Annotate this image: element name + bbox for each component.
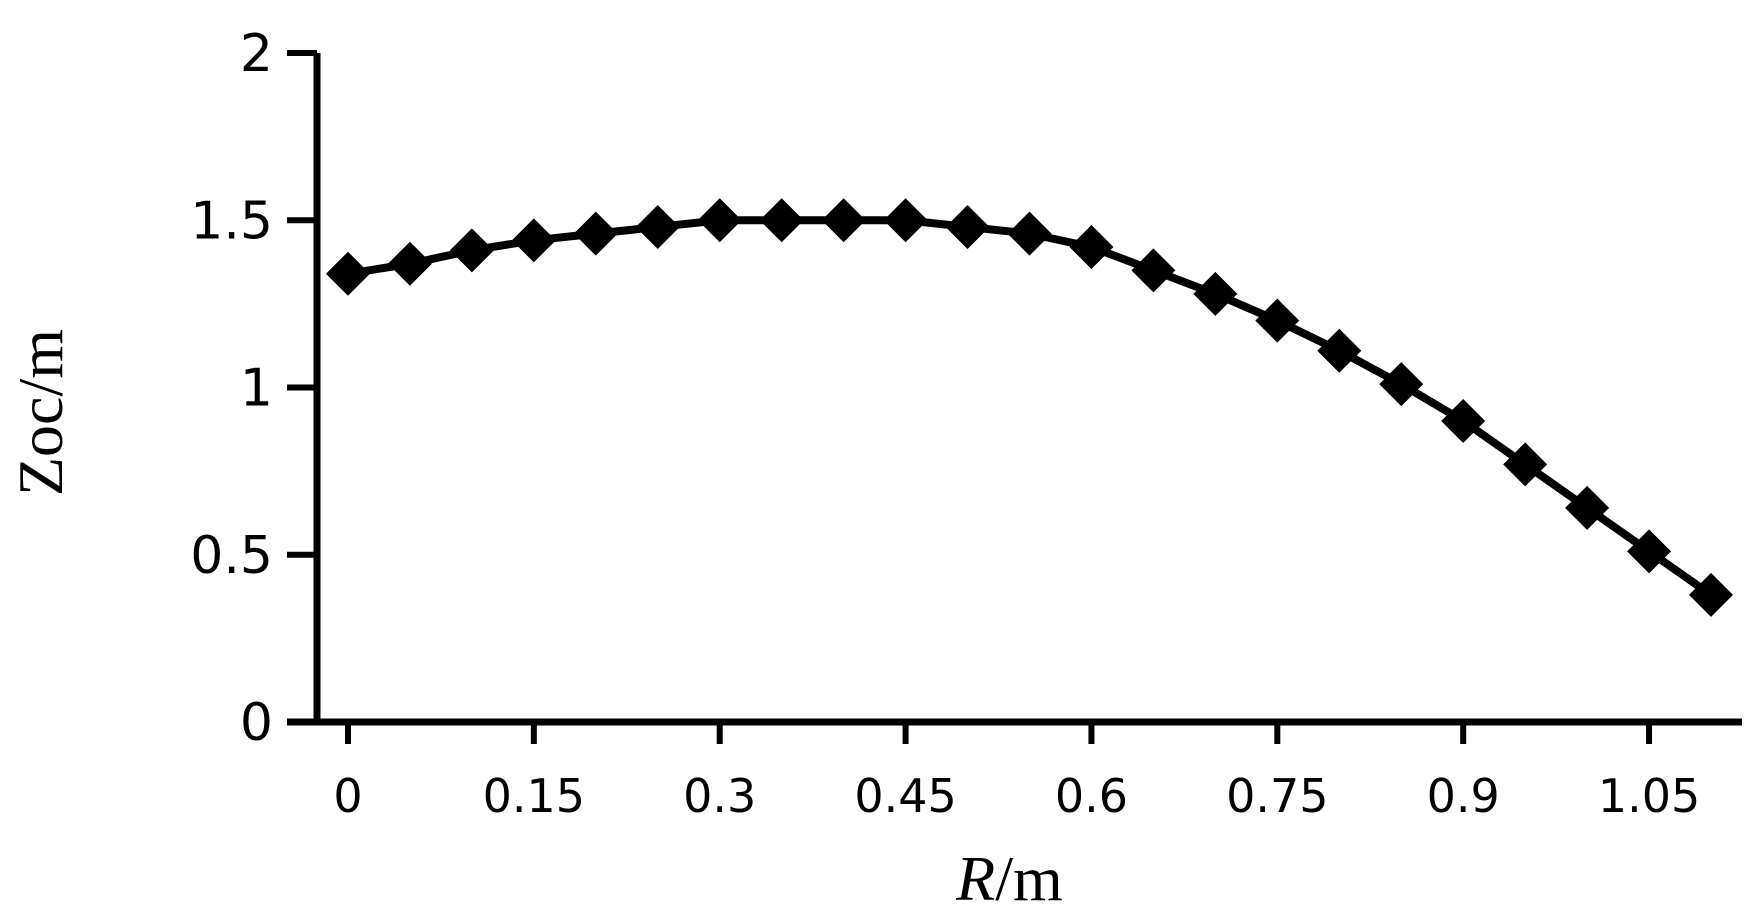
data-point-diamond xyxy=(1379,362,1424,407)
x-axis-title: R/m xyxy=(955,843,1063,914)
x-tick-label: 0.9 xyxy=(1427,769,1500,823)
series-layer xyxy=(325,198,1734,617)
data-point-diamond xyxy=(1503,442,1548,487)
x-tick-label: 0.15 xyxy=(483,769,585,823)
y-tick-label: 0 xyxy=(240,693,273,753)
x-axis-ticks: 0 0.15 0.3 0.45 0.6 0.75 0.9 1.05 xyxy=(333,722,1700,823)
y-tick-label: 2 xyxy=(240,24,273,84)
axes xyxy=(287,53,1742,726)
data-point-diamond xyxy=(1441,398,1486,443)
x-tick-label: 1.05 xyxy=(1598,769,1700,823)
series-line xyxy=(347,216,1714,599)
y-axis-title: Zoc/m xyxy=(5,329,76,496)
data-point-diamond xyxy=(635,204,680,249)
x-tick-label: 0.6 xyxy=(1055,769,1128,823)
data-point-diamond xyxy=(1131,248,1176,293)
y-axis-ticks: 0 0.5 1 1.5 2 xyxy=(190,24,317,753)
data-point-diamond xyxy=(449,228,494,273)
x-axis-title-variable: R xyxy=(955,843,995,914)
data-point-diamond xyxy=(573,211,618,256)
data-point-diamond xyxy=(883,198,928,243)
x-tick-label: 0.3 xyxy=(683,769,756,823)
x-tick-label: 0 xyxy=(333,769,362,823)
data-point-diamond xyxy=(1689,572,1734,617)
data-point-diamond xyxy=(759,198,804,243)
data-point-diamond xyxy=(697,198,742,243)
x-tick-label: 0.45 xyxy=(854,769,956,823)
y-tick-label: 1.5 xyxy=(190,191,273,251)
data-point-diamond xyxy=(821,198,866,243)
data-point-diamond xyxy=(325,251,370,296)
data-point-diamond xyxy=(1255,298,1300,343)
data-point-diamond xyxy=(1007,211,1052,256)
x-tick-label: 0.75 xyxy=(1226,769,1328,823)
data-point-diamond xyxy=(1069,225,1114,270)
data-point-diamond xyxy=(387,241,432,286)
data-point-diamond xyxy=(1317,328,1362,373)
x-axis-title-unit: /m xyxy=(995,843,1063,914)
data-point-diamond xyxy=(1193,271,1238,316)
y-tick-label: 0.5 xyxy=(190,526,273,586)
y-tick-label: 1 xyxy=(240,359,273,419)
data-point-diamond xyxy=(945,204,990,249)
data-point-diamond xyxy=(1627,529,1672,574)
data-point-diamond xyxy=(511,218,556,263)
data-point-diamond xyxy=(1565,485,1610,530)
